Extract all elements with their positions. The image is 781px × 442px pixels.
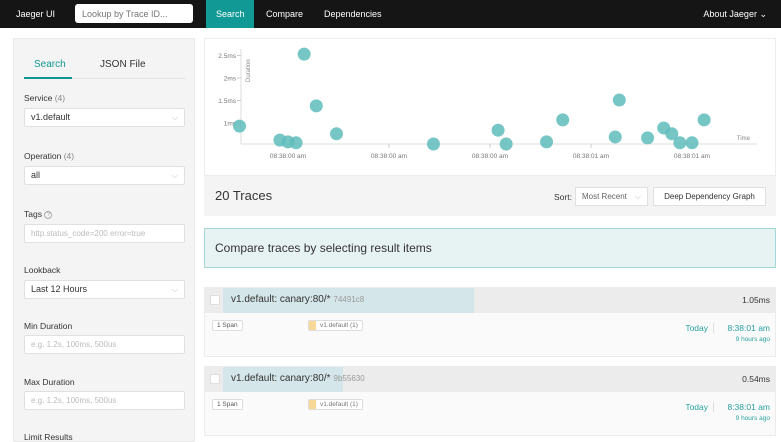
max-duration-label: Max Duration: [24, 377, 75, 387]
chevron-down-icon: ⌵: [171, 113, 178, 122]
lookback-label: Lookback: [24, 265, 61, 275]
trace-relative-time: 9 hours ago: [735, 415, 770, 422]
trace-date: Today: [685, 402, 714, 412]
service-tag: v1.default (1): [308, 399, 363, 410]
about-jaeger-menu[interactable]: About Jaeger ⌄: [703, 9, 767, 19]
trace-point: [491, 123, 505, 137]
chevron-down-icon: ⌵: [634, 192, 641, 201]
trace-point: [499, 137, 513, 151]
trace-point: [612, 93, 626, 107]
trace-checkbox[interactable]: [210, 295, 220, 305]
trace-item[interactable]: v1.default: canary:80/* 74491c8 1.05ms 1 …: [204, 287, 776, 357]
trace-point: [540, 135, 554, 149]
x-axis-label: Time: [737, 136, 751, 142]
nav-tab-dependencies[interactable]: Dependencies: [324, 9, 382, 19]
trace-checkbox[interactable]: [210, 374, 220, 384]
active-tab-indicator: [24, 77, 72, 79]
trace-point: [233, 119, 247, 133]
trace-point: [608, 130, 622, 144]
trace-date: Today: [685, 323, 714, 333]
tags-label: Tags ?: [24, 209, 53, 219]
min-duration-input[interactable]: e.g. 1.2s, 100ms, 500us: [24, 335, 185, 354]
trace-relative-time: 9 hours ago: [735, 336, 770, 343]
duration-scatter-plot: 1ms 1.5ms 2ms 2.5ms 08:38:00 am 08:38:00 am 08…: [218, 47, 757, 160]
trace-duration: 1.05ms: [742, 295, 770, 305]
compare-banner: Compare traces by selecting result items: [204, 228, 776, 268]
duration-bar: [223, 367, 343, 392]
nav-tab-compare[interactable]: Compare: [266, 9, 304, 19]
trace-point: [673, 136, 687, 150]
trace-duration: 0.54ms: [742, 374, 770, 384]
nav-tab-search[interactable]: Search: [206, 0, 254, 28]
x-tick-label: 08:38:01 am: [573, 153, 609, 160]
sidebar-tabs: Search JSON File: [24, 53, 186, 79]
sort-label: Sort:: [554, 192, 572, 202]
tab-json-file[interactable]: JSON File: [100, 59, 146, 70]
brand-link[interactable]: Jaeger UI: [16, 9, 56, 19]
chevron-down-icon: ⌵: [171, 285, 178, 294]
min-duration-label: Min Duration: [24, 321, 73, 331]
results-header: 20 Traces Sort: Most Recent ⌵ Deep Depend…: [204, 176, 776, 216]
service-label: Service (4): [24, 93, 66, 103]
y-tick-label: 2ms: [224, 76, 237, 83]
x-tick-label: 08:38:00 am: [472, 153, 508, 160]
sort-select[interactable]: Most Recent ⌵: [575, 187, 648, 206]
max-duration-input[interactable]: e.g. 1.2s, 100ms, 500us: [24, 391, 185, 410]
x-tick-label: 08:38:00 am: [270, 153, 306, 160]
trace-point: [665, 127, 679, 141]
trace-title-bar: v1.default: canary:80/* 74491c8 1.05ms: [205, 288, 775, 313]
service-tag: v1.default (1): [308, 320, 363, 331]
tags-input[interactable]: http.status_code=200 error=true: [24, 224, 185, 243]
operation-label: Operation (4): [24, 151, 75, 161]
trace-point: [556, 113, 570, 127]
x-tick-label: 08:38:01 am: [674, 153, 710, 160]
trace-point: [641, 131, 655, 145]
trace-name[interactable]: v1.default: canary:80/* 9b55630: [231, 373, 365, 384]
trace-title-bar: v1.default: canary:80/* 9b55630 0.54ms: [205, 367, 775, 392]
trace-time: 8:38:01 am: [727, 323, 770, 333]
trace-point: [289, 136, 303, 150]
trace-point: [685, 136, 699, 150]
service-select[interactable]: v1.default ⌵: [24, 108, 185, 127]
help-icon[interactable]: ?: [44, 210, 53, 219]
trace-point: [329, 127, 343, 141]
trace-point: [297, 47, 311, 61]
trace-point: [426, 137, 440, 151]
trace-time: 8:38:01 am: [727, 402, 770, 412]
trace-point: [697, 113, 711, 127]
trace-item[interactable]: v1.default: canary:80/* 9b55630 0.54ms 1 …: [204, 366, 776, 436]
chevron-down-icon: ⌵: [171, 171, 178, 180]
trace-name[interactable]: v1.default: canary:80/* 74491c8: [231, 294, 365, 305]
lookback-select[interactable]: Last 12 Hours ⌵: [24, 280, 185, 299]
span-count-badge: 1 Span: [212, 399, 243, 410]
x-tick-label: 08:38:00 am: [371, 153, 407, 160]
y-tick-label: 1ms: [224, 121, 237, 128]
span-count-badge: 1 Span: [212, 320, 243, 331]
limit-results-label: Limit Results: [24, 432, 73, 442]
y-tick-label: 2.5ms: [218, 53, 236, 60]
top-nav: Jaeger UI Search Compare Dependencies Ab…: [0, 0, 781, 28]
trace-id-lookup-input[interactable]: [75, 4, 193, 23]
tab-search[interactable]: Search: [34, 59, 66, 70]
duration-bar: [223, 288, 474, 313]
trace-point: [309, 99, 323, 113]
y-axis-label: Duration: [246, 59, 252, 82]
deep-dependency-graph-button[interactable]: Deep Dependency Graph: [653, 187, 766, 206]
scatter-plot-card: 1ms 1.5ms 2ms 2.5ms 08:38:00 am 08:38:00 am 08…: [204, 38, 776, 176]
y-tick-label: 1.5ms: [218, 98, 236, 105]
search-sidebar: Search JSON File Service (4) v1.default ⌵…: [13, 38, 195, 442]
trace-count: 20 Traces: [215, 188, 273, 203]
operation-select[interactable]: all ⌵: [24, 166, 185, 185]
